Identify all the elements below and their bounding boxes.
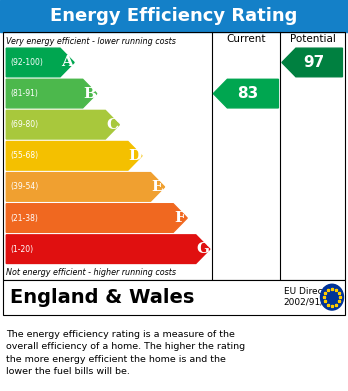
Text: D: D bbox=[128, 149, 142, 163]
Text: Potential: Potential bbox=[290, 34, 335, 45]
Text: (1-20): (1-20) bbox=[10, 245, 33, 254]
Text: (69-80): (69-80) bbox=[10, 120, 39, 129]
Text: 83: 83 bbox=[237, 86, 259, 101]
Text: (39-54): (39-54) bbox=[10, 183, 39, 192]
Polygon shape bbox=[6, 172, 165, 201]
Text: Energy Efficiency Rating: Energy Efficiency Rating bbox=[50, 7, 298, 25]
Bar bbox=[0, 0, 348, 32]
Polygon shape bbox=[282, 48, 342, 77]
Text: (81-91): (81-91) bbox=[10, 89, 38, 98]
Text: The energy efficiency rating is a measure of the
overall efficiency of a home. T: The energy efficiency rating is a measur… bbox=[6, 330, 245, 376]
Polygon shape bbox=[6, 48, 74, 77]
Polygon shape bbox=[6, 235, 210, 264]
Polygon shape bbox=[213, 79, 278, 108]
Bar bbox=[3, 280, 345, 315]
Text: G: G bbox=[196, 242, 209, 256]
Circle shape bbox=[321, 284, 343, 310]
Text: E: E bbox=[152, 180, 164, 194]
Text: EU Directive
2002/91/EC: EU Directive 2002/91/EC bbox=[284, 287, 340, 307]
Polygon shape bbox=[6, 204, 187, 232]
Bar bbox=[3, 32, 345, 280]
Text: 97: 97 bbox=[304, 55, 325, 70]
Text: B: B bbox=[83, 86, 96, 100]
Text: Not energy efficient - higher running costs: Not energy efficient - higher running co… bbox=[6, 267, 176, 277]
Text: (21-38): (21-38) bbox=[10, 213, 38, 222]
Text: A: A bbox=[61, 56, 73, 70]
Text: F: F bbox=[175, 211, 185, 225]
Text: C: C bbox=[106, 118, 118, 132]
Text: Current: Current bbox=[226, 34, 266, 45]
Text: England & Wales: England & Wales bbox=[10, 288, 194, 307]
Text: (92-100): (92-100) bbox=[10, 58, 43, 67]
Polygon shape bbox=[6, 79, 97, 108]
Polygon shape bbox=[6, 142, 142, 170]
Text: (55-68): (55-68) bbox=[10, 151, 39, 160]
Text: Very energy efficient - lower running costs: Very energy efficient - lower running co… bbox=[6, 37, 176, 46]
Polygon shape bbox=[6, 110, 119, 139]
